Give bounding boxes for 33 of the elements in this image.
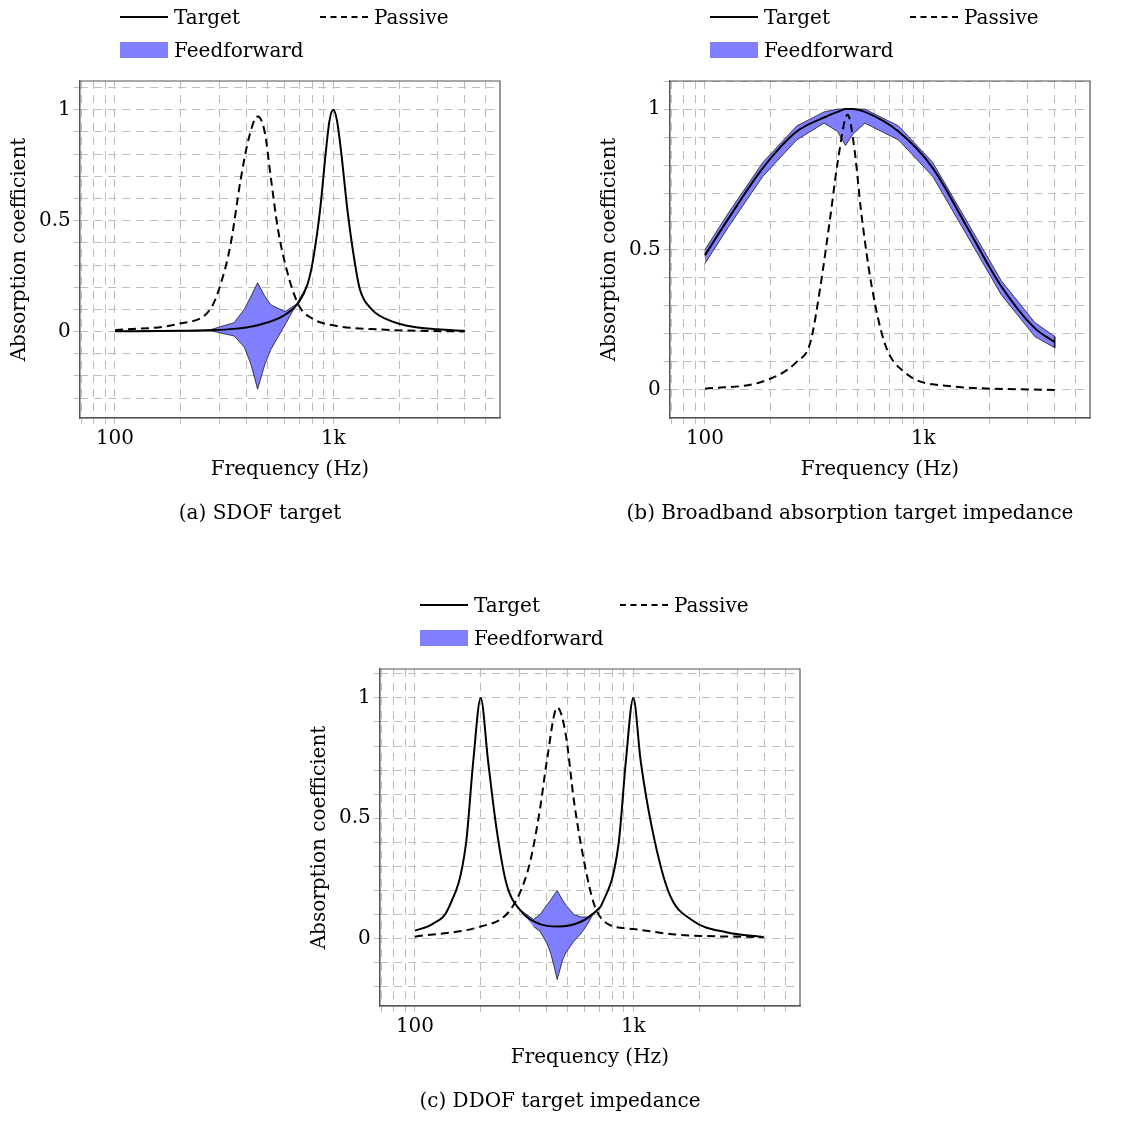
legend-label: Target [474, 591, 540, 619]
legend-label: Target [174, 3, 240, 31]
y-tick-label: 0.5 [628, 235, 661, 260]
legend-label: Passive [964, 3, 1039, 31]
y-tick-label: 1 [358, 684, 371, 709]
legend-label: Feedforward [474, 624, 604, 652]
text: (c) DDOF target impedance [418, 1088, 702, 1112]
x-tick-label: 1k [620, 1013, 647, 1038]
y-axis-title: Absorption coefficient [596, 137, 621, 363]
y-axis-title: Absorption coefficient [6, 137, 31, 363]
text: (a) SDOF target [177, 500, 343, 524]
y-tick-label: 0 [358, 924, 371, 949]
legend-label: Feedforward [174, 36, 304, 64]
y-tick-label: 0 [58, 317, 71, 342]
legend-label: Passive [374, 3, 449, 31]
y-tick-label: 1 [58, 96, 71, 121]
y-tick-label: 0.5 [338, 804, 371, 829]
x-tick-label: 1k [910, 425, 937, 450]
y-tick-label: 0.5 [38, 206, 71, 231]
legend-label: Feedforward [764, 36, 894, 64]
text: (b) Broadband absorption target impedance [625, 500, 1075, 524]
y-axis-title: Absorption coefficient [306, 725, 331, 951]
x-tick-label: 100 [395, 1013, 435, 1038]
x-tick-label: 100 [685, 425, 725, 450]
x-axis-title: Frequency (Hz) [510, 1044, 669, 1069]
legend-label: Target [764, 3, 830, 31]
x-axis-title: Frequency (Hz) [210, 456, 369, 481]
legend-label: Passive [674, 591, 749, 619]
x-axis-title: Frequency (Hz) [800, 456, 959, 481]
x-tick-label: 1k [320, 425, 347, 450]
y-tick-label: 0 [648, 376, 661, 401]
y-tick-label: 1 [648, 95, 661, 120]
x-tick-label: 100 [95, 425, 135, 450]
